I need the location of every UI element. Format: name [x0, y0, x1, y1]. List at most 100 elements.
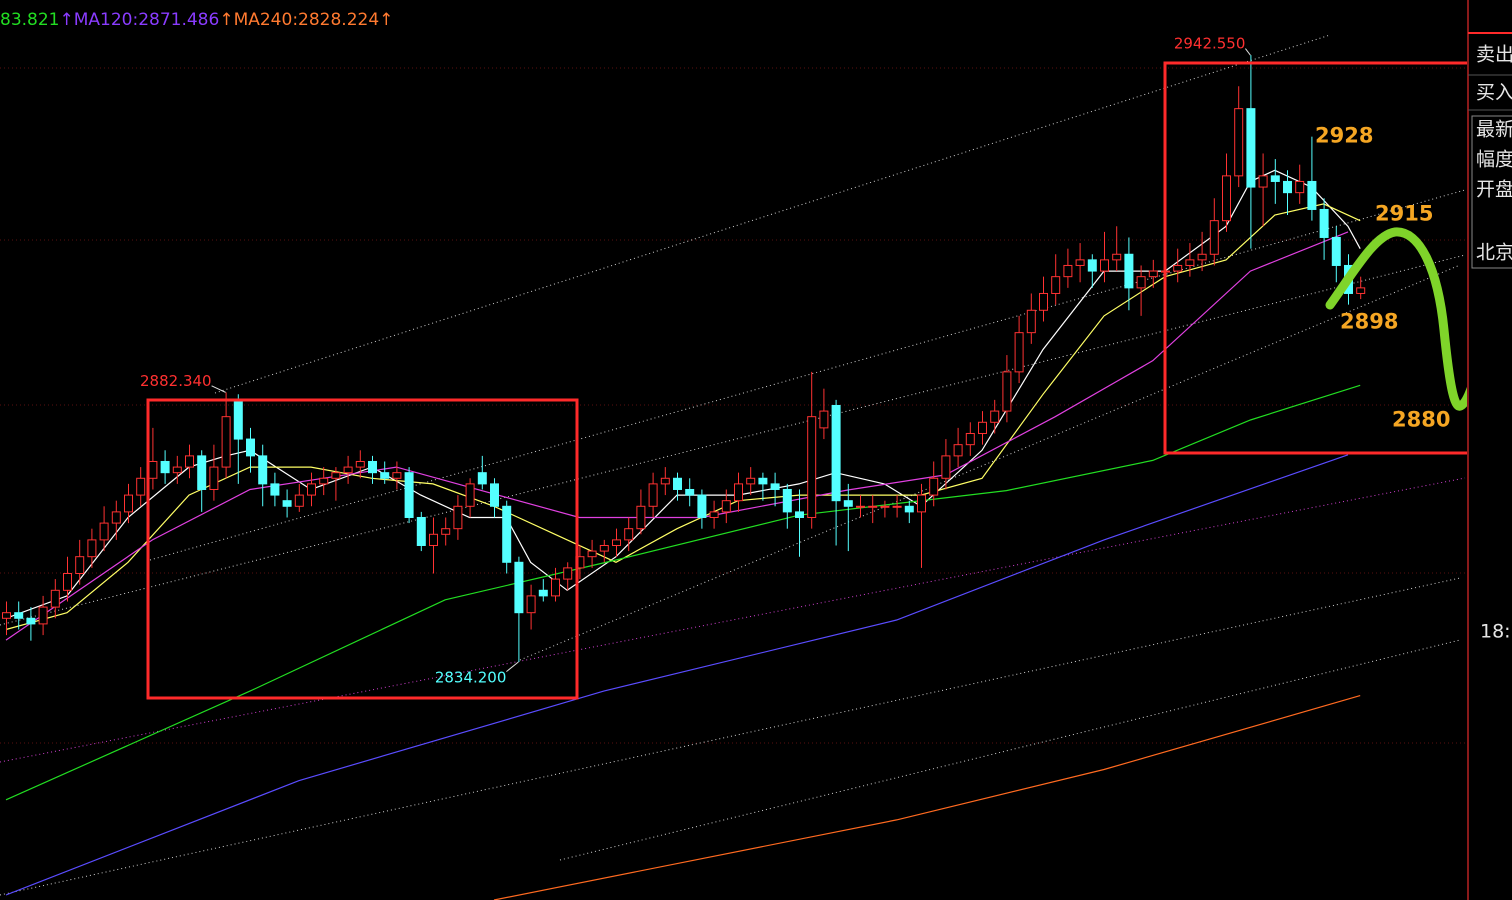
- candle-body: [636, 505, 646, 530]
- candle-body: [160, 460, 170, 474]
- candle-body: [514, 561, 524, 614]
- candle-body: [1087, 259, 1097, 272]
- candle-body: [831, 404, 841, 502]
- candle-body: [258, 455, 268, 485]
- candle-body: [526, 595, 536, 614]
- candle-body: [1222, 175, 1231, 222]
- candle-body: [148, 460, 158, 479]
- candle-body: [477, 472, 487, 485]
- candle-body: [770, 483, 780, 490]
- panel-label: 卖出: [1476, 44, 1512, 66]
- candle-body: [26, 617, 36, 625]
- candle-body: [904, 505, 914, 513]
- trend-line: [0, 577, 1461, 896]
- candle-body: [1331, 236, 1341, 266]
- trend-line: [559, 639, 1461, 861]
- candle-body: [1319, 208, 1329, 238]
- trend-line: [519, 264, 1461, 661]
- candle-body: [282, 500, 292, 507]
- candle-body: [185, 455, 194, 468]
- candle-body: [587, 550, 597, 558]
- candle-body: [404, 472, 414, 518]
- candle-body: [1234, 108, 1244, 177]
- candle-body: [807, 416, 817, 518]
- trend-line: [0, 254, 1466, 626]
- candle-body: [1014, 332, 1024, 373]
- candle-body: [734, 483, 743, 502]
- candle-body: [233, 399, 243, 440]
- ma-line: [5, 203, 1361, 631]
- candle-body: [551, 578, 560, 597]
- candle-body: [99, 522, 109, 541]
- ma-line: [5, 169, 1361, 619]
- candle-body: [673, 477, 682, 490]
- candle-body: [1197, 253, 1207, 261]
- candle-body: [465, 483, 475, 507]
- candle-body: [368, 460, 377, 474]
- candle-body: [1148, 270, 1158, 278]
- trend-line: [0, 477, 1466, 763]
- annotation-label: 2942.550: [1174, 35, 1246, 53]
- trend-line: [214, 34, 1331, 394]
- candle-body: [624, 528, 634, 541]
- candle-body: [709, 511, 719, 518]
- candle-body: [795, 511, 804, 518]
- candle-body: [502, 505, 512, 563]
- candle-body: [599, 544, 609, 552]
- price-note: 2898: [1340, 310, 1398, 334]
- candle-body: [1051, 276, 1061, 294]
- legend-entry: ↑MA120:2871.486: [59, 10, 219, 30]
- candle-body: [1124, 253, 1134, 289]
- horizontal-guides: [0, 67, 1466, 744]
- candle-body: [843, 500, 853, 507]
- candle-body: [1039, 292, 1048, 311]
- candle-body: [1246, 108, 1256, 188]
- candle-body: [1295, 180, 1305, 194]
- panel-label: 开盘: [1476, 179, 1512, 201]
- candle-body: [441, 528, 451, 535]
- candle-body: [270, 483, 280, 496]
- candle-body: [721, 500, 731, 513]
- panel-time: 18:: [1480, 621, 1511, 643]
- candle-body: [319, 477, 329, 485]
- candle-body: [136, 477, 146, 496]
- highlight-box: [146, 398, 579, 700]
- candle-body: [1100, 259, 1109, 272]
- candle-body: [929, 477, 939, 496]
- candle-body: [209, 466, 219, 490]
- candle-body: [978, 421, 987, 434]
- candle-body: [782, 488, 792, 513]
- candle-body: [880, 505, 890, 508]
- annotation-pointer: [506, 661, 519, 672]
- candle-body: [612, 539, 621, 546]
- trend-lines: [0, 34, 1466, 896]
- candle-body: [1026, 309, 1036, 334]
- candle-body: [1258, 175, 1268, 188]
- candle-body: [1112, 253, 1122, 261]
- candle-body: [965, 432, 975, 446]
- annotation-pointer: [211, 385, 226, 393]
- panel-label: 幅度: [1476, 149, 1512, 171]
- candle-body: [892, 505, 902, 508]
- candle-body: [868, 505, 878, 508]
- candle-body: [990, 410, 1000, 423]
- candle-body: [685, 488, 695, 496]
- candle-body: [856, 505, 865, 508]
- candle-body: [75, 556, 85, 574]
- legend-entry: ↑MA240:2828.224↑: [219, 10, 393, 30]
- candle-body: [294, 494, 304, 507]
- candle-body: [746, 477, 756, 485]
- candle-body: [1270, 175, 1280, 182]
- candle-body: [1136, 276, 1146, 289]
- price-note: 2880: [1392, 407, 1450, 431]
- panel-background: [1468, 0, 1512, 900]
- candle-body: [2, 612, 11, 619]
- plot: 2942.550 2882.340 2834.200 2928 2915 2898 2880: [2, 35, 1450, 900]
- panel-label: 北京: [1476, 242, 1512, 264]
- candle-body: [648, 483, 658, 507]
- candle-body: [343, 466, 353, 474]
- candle-body: [660, 477, 670, 485]
- candle-body: [331, 472, 341, 479]
